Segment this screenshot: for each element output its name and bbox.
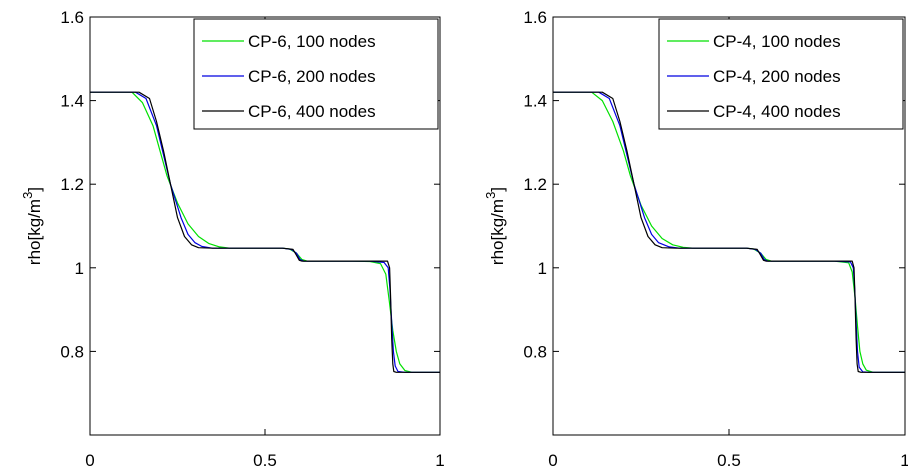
legend-box [658,18,904,130]
x-tick-label: 0 [548,451,557,470]
chart-panel-1: 0.8 1 1.2 1.4 1.6 0 0.5 1 rho[kg/m3] CP-6, 100 no… [20,8,445,470]
y-axis-label: rho[kg/m3] [483,187,507,265]
x-tick-label: 0.5 [253,451,277,470]
y-tick-label: 1.4 [60,92,84,111]
series-line-3 [553,91,905,373]
legend-label-3: CP-4, 400 nodes [713,102,841,121]
legend-label-3: CP-6, 400 nodes [248,102,376,121]
x-tick-label: 1 [900,451,908,470]
series-group [553,91,905,373]
x-tick-label: 1 [435,451,444,470]
legend: CP-6, 100 nodes CP-6, 200 nodes CP-6, 400 … [193,18,439,130]
y-tick-label: 1.6 [523,8,547,27]
y-axis-label-exponent: 3 [20,192,35,199]
chart-panel-2: 0.8 1 1.2 1.4 1.6 0 0.5 1 rho[kg/m3] CP-4, 100 no… [483,8,908,470]
y-axis-label-base: rho[kg/m [25,199,44,265]
legend-label-2: CP-6, 200 nodes [248,67,376,86]
y-tick-label: 0.8 [60,342,84,361]
y-axis-label-close: ] [488,187,507,192]
y-tick-label: 1 [75,259,84,278]
series-line-3 [90,91,440,373]
legend-label-2: CP-4, 200 nodes [713,67,841,86]
series-group [90,91,440,373]
legend-label-1: CP-6, 100 nodes [248,32,376,51]
y-axis-label-base: rho[kg/m [488,199,507,265]
y-axis-label-exponent: 3 [483,192,498,199]
legend: CP-4, 100 nodes CP-4, 200 nodes CP-4, 400 … [658,18,904,130]
x-tick-label: 0 [85,451,94,470]
y-tick-label: 1.2 [60,175,84,194]
y-tick-label: 1.4 [523,92,547,111]
y-axis-label: rho[kg/m3] [20,187,44,265]
y-axis-label-close: ] [25,187,44,192]
y-tick-label: 1.2 [523,175,547,194]
y-tick-label: 1.6 [60,8,84,27]
y-tick-label: 0.8 [523,342,547,361]
y-tick-label: 1 [538,259,547,278]
x-tick-label: 0.5 [717,451,741,470]
legend-label-1: CP-4, 100 nodes [713,32,841,51]
